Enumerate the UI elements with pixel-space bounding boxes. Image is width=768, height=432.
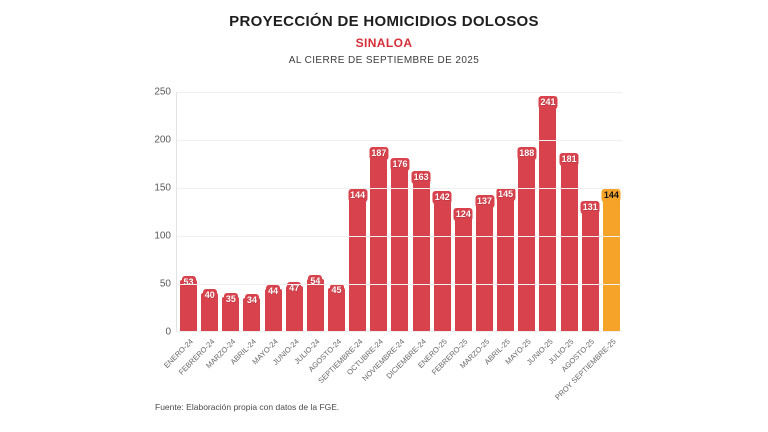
source-note: Fuente: Elaboración propia con datos de … bbox=[155, 402, 340, 412]
bar bbox=[454, 212, 472, 331]
bar-slot: 137 MARZO-25 bbox=[458, 91, 495, 370]
bar bbox=[370, 151, 388, 331]
bar-slot: 176 NOVIEMBRE-24 bbox=[360, 91, 410, 383]
bar bbox=[539, 100, 557, 331]
bar-value-badge: 45 bbox=[329, 284, 344, 297]
bar-value-badge: 163 bbox=[411, 171, 431, 184]
bar-slot: 131 AGOSTO-25 bbox=[560, 91, 601, 374]
y-tick-label: 100 bbox=[154, 230, 171, 242]
bar-slot: 35 MARZO-24 bbox=[204, 91, 241, 370]
bar-value-badge: 54 bbox=[308, 275, 323, 288]
bar-slot: 145 ABRIL-25 bbox=[483, 91, 516, 366]
bar-slot: 142 ENERO-25 bbox=[416, 91, 453, 370]
bar bbox=[285, 286, 303, 331]
bar-value-badge: 47 bbox=[287, 282, 302, 295]
bar bbox=[581, 205, 599, 331]
bar-slot: 241 JUNIO-25 bbox=[524, 91, 558, 367]
gridline bbox=[177, 140, 622, 141]
plot-area: 53 ENERO-24 40 FEBRERO-24 35 MARZO-24 34 ABRIL-… bbox=[154, 87, 622, 402]
bar-value-badge: 142 bbox=[432, 191, 452, 204]
bar-slot: 187 OCTUBRE-24 bbox=[345, 91, 389, 377]
gridline bbox=[177, 188, 622, 189]
bar-value-badge: 188 bbox=[517, 147, 537, 160]
gridline bbox=[177, 236, 622, 237]
bar bbox=[518, 151, 536, 331]
gridline bbox=[177, 284, 622, 285]
bar bbox=[264, 289, 282, 331]
page-title: PROYECCIÓN DE HOMICIDIOS DOLOSOS bbox=[229, 13, 539, 30]
bar bbox=[476, 199, 494, 331]
gridline bbox=[177, 92, 622, 93]
bar-slot: 188 MAYO-25 bbox=[504, 91, 537, 366]
bar-slot: 54 JULIO-24 bbox=[293, 91, 326, 366]
bar bbox=[180, 280, 198, 331]
bar-slot: 45 AGOSTO-24 bbox=[306, 91, 347, 374]
chart-caption-period: AL CIERRE DE SEPTIEMBRE DE 2025 bbox=[288, 55, 480, 66]
y-tick-label: 250 bbox=[154, 86, 171, 98]
bar-value-badge: 53 bbox=[181, 276, 196, 289]
bar-slot: 181 JULIO-25 bbox=[546, 91, 580, 366]
bar-value-badge: 34 bbox=[244, 294, 259, 307]
bar-value-badge: 144 bbox=[601, 189, 621, 202]
bar-value-badge: 144 bbox=[348, 189, 368, 202]
bar bbox=[412, 175, 430, 331]
y-tick-label: 0 bbox=[165, 326, 171, 338]
bar-value-badge: 40 bbox=[202, 289, 217, 302]
bars-container: 53 ENERO-24 40 FEBRERO-24 35 MARZO-24 34 ABRIL-… bbox=[162, 91, 622, 402]
bar-value-badge: 137 bbox=[475, 195, 495, 208]
bar bbox=[201, 293, 219, 331]
bar-value-badge: 124 bbox=[453, 208, 473, 221]
bar-value-badge: 187 bbox=[369, 147, 389, 160]
bar-value-badge: 131 bbox=[580, 201, 600, 214]
bar-value-badge: 241 bbox=[538, 96, 558, 109]
bar bbox=[306, 279, 324, 331]
bar bbox=[391, 162, 409, 331]
bar-value-badge: 44 bbox=[266, 285, 281, 298]
bar-slot: 47 JUNIO-24 bbox=[271, 91, 305, 367]
bar-slot: 40 FEBRERO-24 bbox=[176, 91, 220, 377]
bar-value-badge: 181 bbox=[559, 153, 579, 166]
bar-slot: 53 ENERO-24 bbox=[162, 91, 199, 370]
bar-slot: 44 MAYO-24 bbox=[250, 91, 284, 366]
chart-header: PROYECCIÓN DE HOMICIDIOS DOLOSOS SINALOA… bbox=[0, 13, 768, 66]
bar-slot: 144 PROY SEPTIEMBRE-25 bbox=[553, 91, 622, 402]
bar-slot: 34 ABRIL-24 bbox=[229, 91, 262, 366]
y-tick-label: 200 bbox=[154, 134, 171, 146]
bar bbox=[433, 195, 451, 331]
chart-subtitle-state: SINALOA bbox=[355, 36, 413, 50]
bar bbox=[349, 193, 367, 331]
bar-slot: 163 DICIEMBRE-24 bbox=[384, 91, 432, 380]
bar bbox=[497, 192, 515, 331]
bar-value-badge: 145 bbox=[496, 188, 516, 201]
bar-projected bbox=[602, 193, 620, 331]
bar-value-badge: 35 bbox=[223, 293, 238, 306]
bar-value-badge: 176 bbox=[390, 158, 410, 171]
bar-slot: 144 SEPTIEMBRE-24 bbox=[316, 91, 368, 385]
y-tick-label: 150 bbox=[154, 182, 171, 194]
bar bbox=[560, 157, 578, 331]
bar-slot: 124 FEBRERO-25 bbox=[430, 91, 474, 377]
bar bbox=[328, 288, 346, 331]
y-tick-label: 50 bbox=[159, 278, 171, 290]
